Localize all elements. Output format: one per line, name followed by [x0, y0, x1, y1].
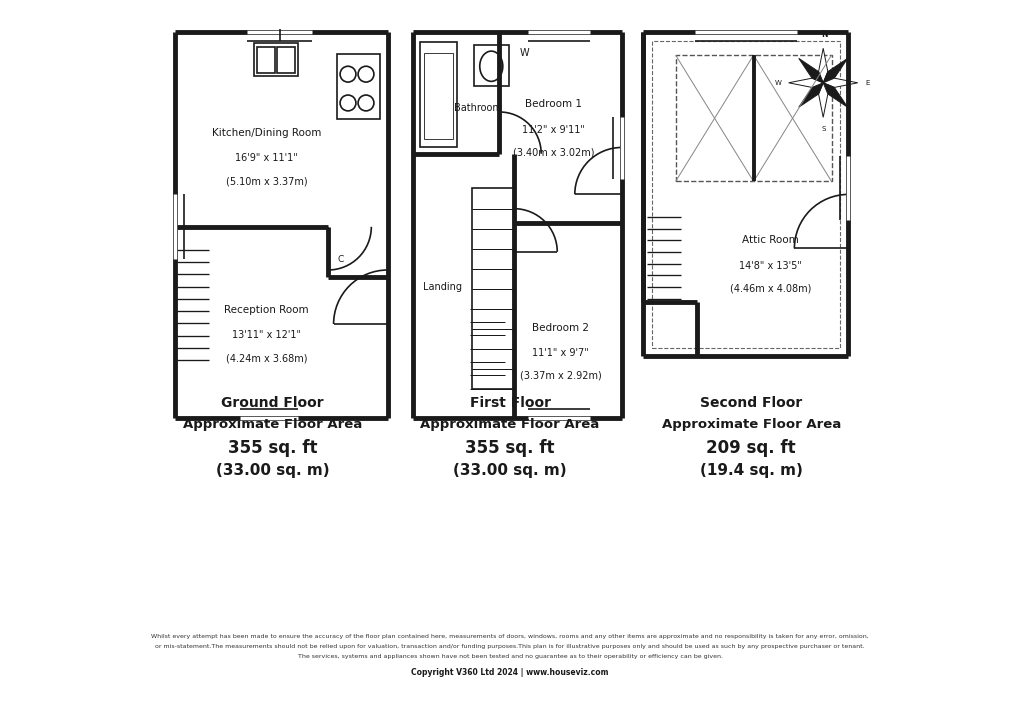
Bar — [651, 41, 839, 348]
Text: First Floor: First Floor — [469, 396, 550, 410]
Polygon shape — [822, 78, 857, 87]
Text: Reception Room: Reception Room — [224, 305, 309, 315]
Bar — [474, 45, 508, 86]
Text: Bedroom 2: Bedroom 2 — [532, 323, 589, 333]
Text: S: S — [820, 126, 824, 132]
Text: Kitchen/Dining Room: Kitchen/Dining Room — [212, 128, 321, 138]
Text: 13'11" x 12'1": 13'11" x 12'1" — [231, 330, 301, 340]
Text: (4.24m x 3.68m): (4.24m x 3.68m) — [225, 354, 307, 364]
Text: (33.00 sq. m): (33.00 sq. m) — [215, 463, 329, 477]
Text: W: W — [773, 80, 781, 86]
Bar — [257, 47, 274, 73]
Polygon shape — [822, 58, 847, 83]
Polygon shape — [788, 78, 822, 87]
Polygon shape — [822, 83, 847, 107]
Text: N: N — [820, 30, 827, 39]
Text: 16'9" x 11'1": 16'9" x 11'1" — [235, 153, 298, 163]
Text: (3.37m x 2.92m): (3.37m x 2.92m) — [520, 371, 601, 381]
Text: (3.40m x 3.02m): (3.40m x 3.02m) — [513, 148, 594, 158]
Text: Approximate Floor Area: Approximate Floor Area — [182, 418, 362, 431]
Text: Whilst every attempt has been made to ensure the accuracy of the floor plan cont: Whilst every attempt has been made to en… — [151, 634, 868, 639]
Text: C: C — [337, 255, 343, 264]
Polygon shape — [818, 83, 827, 117]
Bar — [636, 302, 697, 364]
Text: Landing: Landing — [422, 282, 461, 292]
Text: 355 sq. ft: 355 sq. ft — [227, 439, 317, 457]
Text: 355 sq. ft: 355 sq. ft — [465, 439, 554, 457]
Text: (19.4 sq. m): (19.4 sq. m) — [699, 463, 802, 477]
Text: E: E — [864, 80, 868, 86]
Bar — [675, 55, 830, 181]
Bar — [424, 53, 452, 140]
Text: (4.46m x 4.08m): (4.46m x 4.08m) — [729, 284, 810, 293]
Text: 11'2" x 9'11": 11'2" x 9'11" — [522, 125, 584, 135]
Bar — [254, 43, 298, 76]
Polygon shape — [798, 83, 822, 107]
Text: (33.00 sq. m): (33.00 sq. m) — [452, 463, 567, 477]
Text: W: W — [520, 48, 529, 58]
Text: Ground Floor: Ground Floor — [221, 396, 323, 410]
Polygon shape — [798, 58, 822, 83]
Bar — [472, 189, 514, 389]
Bar — [337, 54, 380, 119]
Text: Attic Room: Attic Room — [741, 235, 798, 245]
Text: Bedroom 1: Bedroom 1 — [525, 99, 582, 109]
Text: or mis-statement.The measurements should not be relied upon for valuation, trans: or mis-statement.The measurements should… — [155, 644, 864, 649]
Text: 209 sq. ft: 209 sq. ft — [706, 439, 795, 457]
Text: (5.10m x 3.37m): (5.10m x 3.37m) — [225, 176, 307, 186]
Polygon shape — [818, 48, 827, 83]
Text: Approximate Floor Area: Approximate Floor Area — [420, 418, 599, 431]
Text: The services, systems and appliances shown have not been tested and no guarantee: The services, systems and appliances sho… — [298, 654, 721, 659]
Text: Bathroom: Bathroom — [453, 103, 501, 112]
Text: Copyright V360 Ltd 2024 | www.houseviz.com: Copyright V360 Ltd 2024 | www.houseviz.c… — [411, 668, 608, 677]
Bar — [420, 42, 457, 147]
Text: 11'1" x 9'7": 11'1" x 9'7" — [532, 348, 588, 358]
Text: Second Floor: Second Floor — [699, 396, 802, 410]
Bar — [277, 47, 294, 73]
Text: Approximate Floor Area: Approximate Floor Area — [661, 418, 840, 431]
Text: 14'8" x 13'5": 14'8" x 13'5" — [738, 261, 801, 271]
